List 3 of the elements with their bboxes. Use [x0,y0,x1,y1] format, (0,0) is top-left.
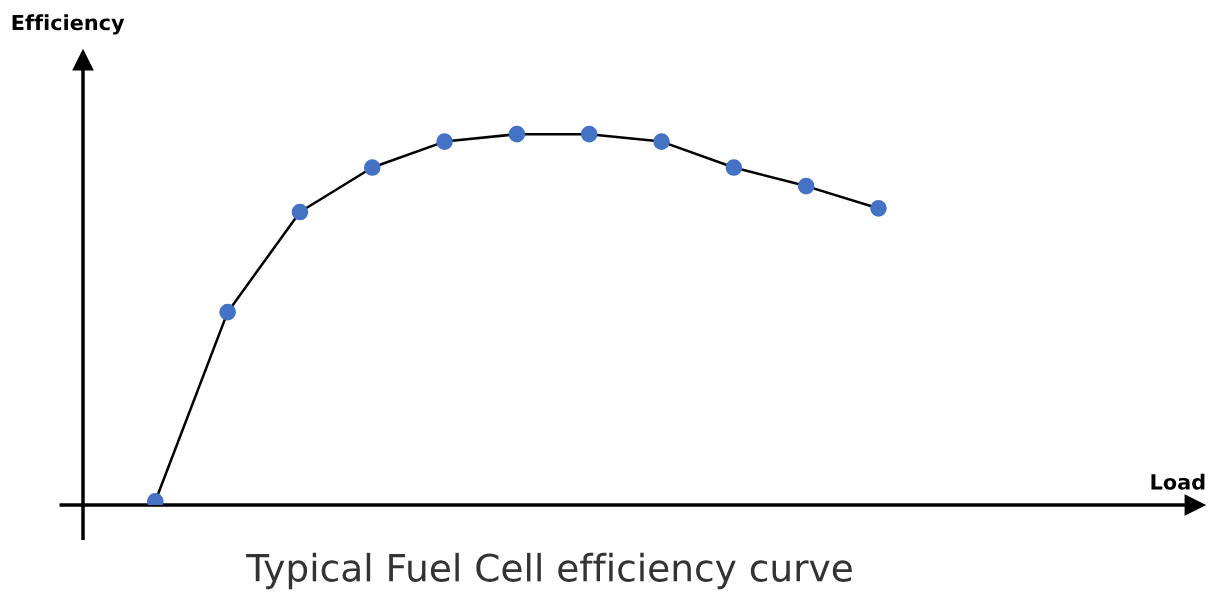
text: Load [1151,473,1205,490]
text: Typical Fuel Cell efficiency curve [246,552,852,590]
y-axis-title: Efficiency [12,14,125,35]
